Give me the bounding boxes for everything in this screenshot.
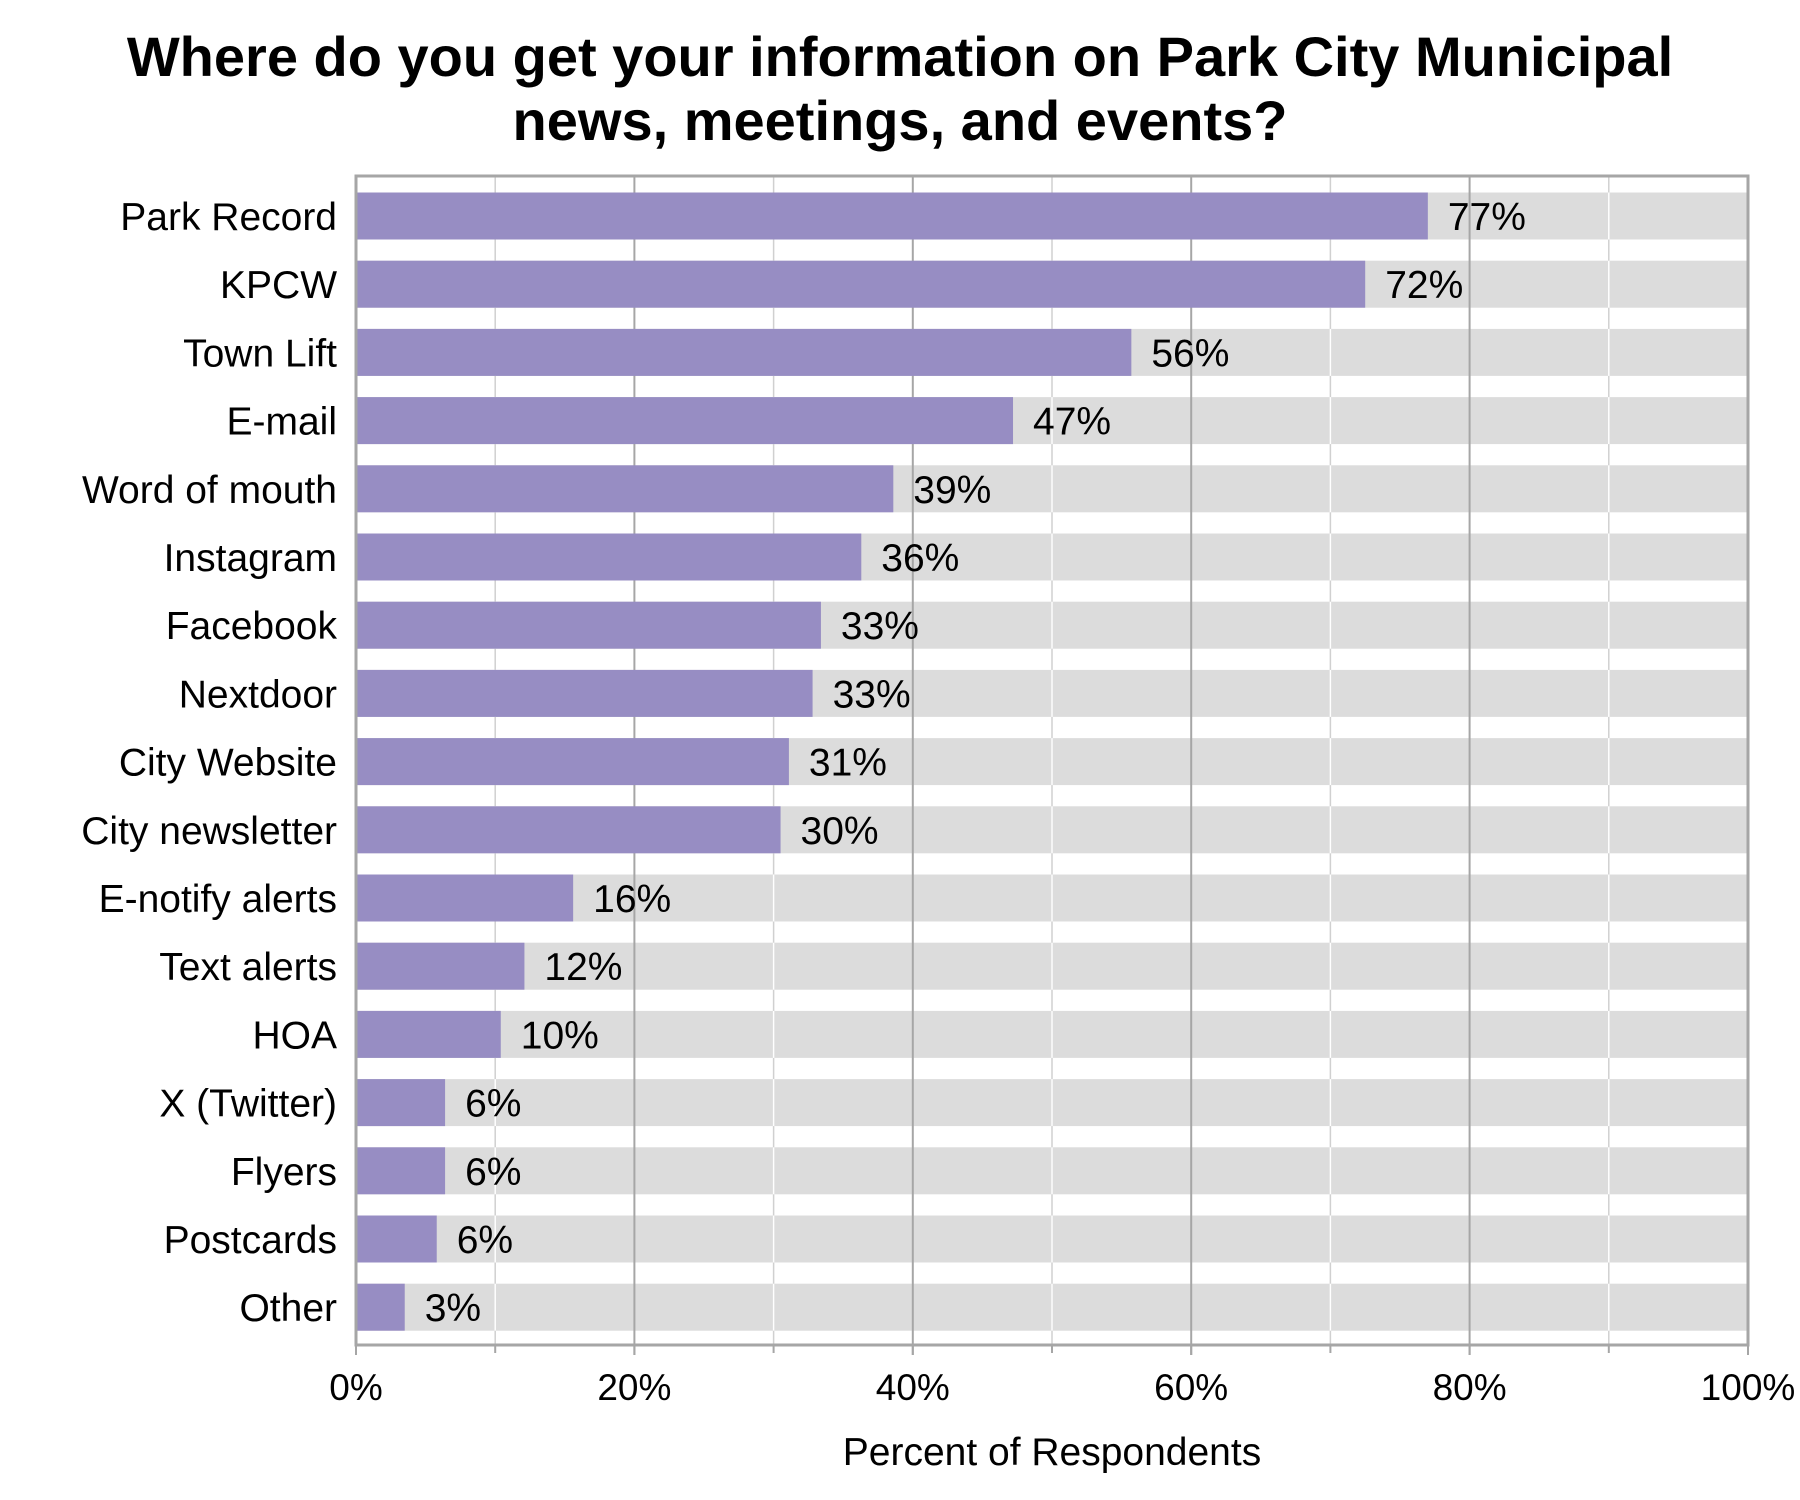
- bar: [356, 806, 781, 854]
- category-labels: Park Record KPCW Town Lift E-mail Word of mo…: [81, 196, 337, 1330]
- bar: [356, 1079, 446, 1127]
- x-tick-label: 60%: [1154, 1367, 1228, 1408]
- value-label: 33%: [841, 605, 919, 648]
- value-labels: 77%72%56%47%39%36%33%33%31%30%16%12%10%6…: [425, 196, 1526, 1330]
- value-label: 12%: [544, 946, 622, 989]
- value-label: 47%: [1033, 401, 1111, 444]
- category-label: Flyers: [231, 1151, 337, 1194]
- category-label: City newsletter: [81, 810, 337, 853]
- plot-border: [354, 174, 1750, 1347]
- value-label: 56%: [1151, 332, 1229, 375]
- value-label: 36%: [881, 537, 959, 580]
- bar: [356, 874, 574, 922]
- bar: [356, 328, 1132, 376]
- value-label: 39%: [913, 469, 991, 512]
- bar: [356, 1147, 446, 1195]
- bars: [356, 192, 1428, 1331]
- category-label: X (Twitter): [159, 1083, 337, 1126]
- plot-frame: [354, 174, 1750, 1347]
- value-label: 6%: [457, 1219, 513, 1262]
- category-label: Other: [239, 1287, 337, 1330]
- value-label: 30%: [801, 810, 879, 853]
- bar: [356, 260, 1366, 308]
- bar: [356, 601, 821, 649]
- bar: [356, 738, 789, 786]
- category-label: Postcards: [164, 1219, 337, 1262]
- category-label: Instagram: [164, 537, 337, 580]
- x-tick-label: 40%: [876, 1367, 950, 1408]
- value-label: 31%: [809, 742, 887, 785]
- chart-title-line-1: Where do you get your information on Par…: [127, 25, 1673, 88]
- value-label: 72%: [1385, 264, 1463, 307]
- value-label: 10%: [521, 1014, 599, 1057]
- category-label: KPCW: [220, 264, 337, 307]
- category-label: Word of mouth: [82, 469, 337, 512]
- bar: [356, 1010, 501, 1058]
- value-label: 3%: [425, 1287, 481, 1330]
- category-label: City Website: [119, 742, 337, 785]
- x-tick-labels: 0% 20% 40% 60% 80% 100%: [329, 1345, 1795, 1408]
- category-label: Text alerts: [159, 946, 337, 989]
- value-label: 6%: [465, 1083, 521, 1126]
- x-tick-label: 80%: [1433, 1367, 1507, 1408]
- category-label: Facebook: [166, 605, 338, 648]
- value-label: 33%: [833, 673, 911, 716]
- value-label: 6%: [465, 1151, 521, 1194]
- x-tick-label: 0%: [329, 1367, 382, 1408]
- value-label: 16%: [593, 878, 671, 921]
- x-axis-title: Percent of Respondents: [843, 1431, 1261, 1474]
- bar: [356, 397, 1014, 445]
- x-tick-label: 20%: [597, 1367, 671, 1408]
- bar: [356, 1283, 405, 1331]
- category-label: E-mail: [226, 401, 337, 444]
- category-label: Town Lift: [183, 332, 337, 375]
- category-label: E-notify alerts: [99, 878, 337, 921]
- bar: [356, 669, 813, 717]
- x-tick-label: 100%: [1701, 1367, 1796, 1408]
- category-label: Park Record: [120, 196, 337, 239]
- chart-title-group: Where do you get your information on Par…: [127, 25, 1673, 152]
- bar: [356, 533, 862, 581]
- category-label: HOA: [252, 1014, 337, 1057]
- chart-title-line-2: news, meetings, and events?: [513, 89, 1288, 152]
- value-label: 77%: [1448, 196, 1526, 239]
- bar: [356, 1215, 437, 1263]
- bar: [356, 942, 525, 990]
- bar: [356, 465, 894, 513]
- bar: [356, 192, 1428, 240]
- category-label: Nextdoor: [179, 673, 337, 716]
